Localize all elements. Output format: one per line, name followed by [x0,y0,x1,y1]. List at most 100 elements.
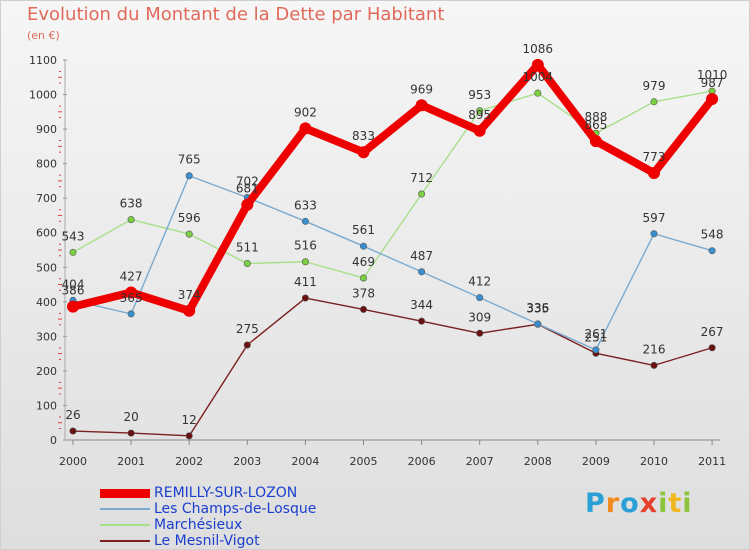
data-point [418,190,426,198]
logo-letter: o [620,488,640,519]
legend-swatch [100,524,150,526]
data-point [708,344,716,352]
data-point [183,304,196,317]
data-point [243,341,251,349]
data-point [69,248,77,256]
data-label: 681 [236,182,259,196]
y-tick-label: 900 [36,123,57,136]
y-tick-label: 600 [36,227,57,240]
data-point [359,274,367,282]
series-line [72,90,713,279]
data-label: 516 [294,239,317,253]
y-minor-dot [59,278,61,280]
data-point [418,317,426,325]
data-label: 597 [643,211,666,225]
data-label: 309 [468,310,491,324]
y-minor-dot [59,289,61,291]
data-label: 261 [584,327,607,341]
data-label: 902 [294,105,317,119]
legend-label: Marchésieux [154,517,243,533]
logo-letter: i [682,488,693,519]
data-label: 275 [236,322,259,336]
y-tick-label: 300 [36,330,57,343]
data-point [648,166,660,179]
y-tick-label: 100 [36,399,57,412]
data-label: 1086 [523,42,554,56]
series-line [69,60,717,315]
data-point [708,247,716,255]
series-line [72,175,713,351]
data-point [299,122,312,135]
data-label: 374 [178,288,201,302]
data-label: 953 [468,88,491,102]
y-tick-label: 1100 [29,54,57,67]
data-point [301,217,309,225]
data-label: 386 [62,284,85,298]
y-tick-label: 500 [36,261,57,274]
data-label: 638 [120,197,143,211]
data-label: 969 [410,82,433,96]
data-label: 335 [526,301,549,315]
data-point [67,300,79,313]
x-tick-label: 2010 [640,455,668,468]
data-point [534,320,542,328]
data-label: 596 [178,211,201,225]
data-label: 12 [182,413,197,427]
y-tick-label: 200 [36,365,57,378]
legend-swatch [100,488,150,498]
data-label: 987 [701,76,724,90]
data-label: 336 [526,301,549,315]
y-minor-dot [59,393,61,395]
data-label: 26 [65,408,80,422]
y-minor-dot [59,358,61,360]
data-label: 378 [352,286,375,300]
chart-title: Evolution du Montant de la Dette par Hab… [27,4,445,25]
data-label: 773 [643,150,666,164]
x-tick-label: 2005 [350,455,378,468]
legend-item: REMILLY-SUR-LOZON [100,485,297,501]
data-point [127,310,135,318]
data-point [650,230,658,238]
logo-letter: i [658,488,669,519]
data-label: 216 [643,342,666,356]
y-tick-label: 800 [36,158,57,171]
data-point [125,286,138,299]
data-point [185,432,193,440]
data-label: 712 [410,171,433,185]
data-label: 20 [123,410,138,424]
data-label: 895 [468,108,491,122]
y-minor-dot [59,381,61,383]
y-minor-dot [59,71,61,73]
data-label: 469 [352,255,375,269]
logo-letter: P [585,488,606,519]
legend-swatch [100,508,150,510]
data-point [69,427,77,435]
data-label: 411 [294,275,317,289]
data-point [476,294,484,302]
data-label: 865 [584,118,607,132]
y-tick-label: 1000 [29,89,57,102]
x-tick-label: 2007 [466,455,494,468]
legend-item: Le Mesnil-Vigot [100,533,260,549]
data-point [185,230,193,238]
logo-letter: r [605,488,621,519]
legend-label: Le Mesnil-Vigot [154,533,260,549]
x-tick-label: 2008 [524,455,552,468]
y-minor-dot [59,174,61,176]
y-minor-dot [59,347,61,349]
data-point [706,93,719,106]
y-minor-dot [59,140,61,142]
data-point [534,89,542,97]
x-tick-label: 2004 [291,455,319,468]
data-point [357,146,370,159]
data-label: 543 [62,229,85,243]
x-tick-label: 2002 [175,455,203,468]
data-label: 548 [701,228,724,242]
x-tick-label: 2011 [698,455,726,468]
chart-unit-label: (en €) [27,29,60,42]
x-tick-label: 2001 [117,455,145,468]
data-label: 427 [120,269,143,283]
data-label: 344 [410,298,433,312]
